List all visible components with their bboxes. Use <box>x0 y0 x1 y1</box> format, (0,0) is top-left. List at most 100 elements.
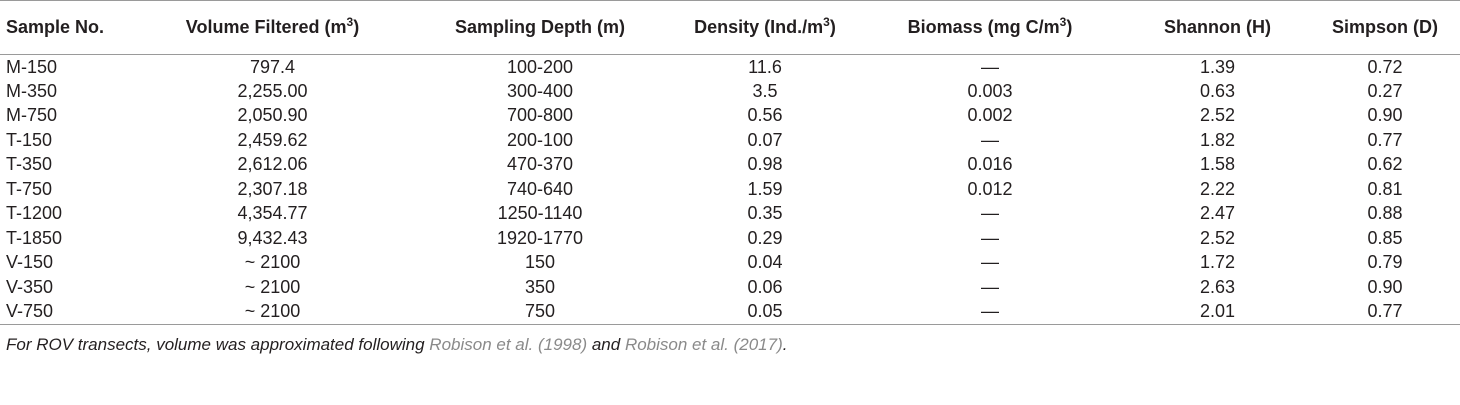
cell-simpson: 0.88 <box>1367 203 1403 224</box>
cell-density: 3.5 <box>752 80 778 101</box>
data-table: Sample No. Volume Filtered (m3) Sampling… <box>0 0 1460 325</box>
table-header-row: Sample No. Volume Filtered (m3) Sampling… <box>0 0 1460 55</box>
cell-shannon: 2.52 <box>1199 105 1236 126</box>
cell-sampling-depth: 1920-1770 <box>496 227 584 248</box>
cell-density: 0.98 <box>747 154 783 175</box>
cell-density: 1.59 <box>747 178 783 199</box>
cell-sampling-depth: 750 <box>405 299 675 325</box>
cell-shannon: 0.63 <box>1199 80 1236 101</box>
data-table-container: Sample No. Volume Filtered (m3) Sampling… <box>0 0 1460 355</box>
cell-sample-no: M-150 <box>6 56 58 77</box>
cell-simpson: 0.79 <box>1367 252 1403 273</box>
cell-sampling-depth: 350 <box>524 276 556 297</box>
cell-sample-no: T-1200 <box>6 203 63 224</box>
cell-volume-filtered: ~ 2100 <box>140 299 405 325</box>
header-simpson: Simpson (D) <box>1310 0 1460 55</box>
cell-sampling-depth: 200-100 <box>506 129 574 150</box>
cell-sample-no: V-350 <box>6 276 54 297</box>
cell-biomass: 0.016 <box>967 154 1013 175</box>
cell-density: 0.29 <box>747 227 783 248</box>
cell-density: 0.56 <box>747 105 783 126</box>
cell-volume-filtered: 797.4 <box>249 56 296 77</box>
footnote-text: and <box>587 334 625 354</box>
cell-simpson: 0.72 <box>1367 56 1403 77</box>
cell-simpson: 0.90 <box>1367 105 1403 126</box>
cell-simpson: 0.81 <box>1367 178 1403 199</box>
table-row: V-150 ~ 2100 150 0.04 — 1.72 0.79 <box>0 251 1460 276</box>
cell-biomass: — <box>981 276 999 297</box>
header-shannon: Shannon (H) <box>1125 0 1310 55</box>
footnote-text: For ROV transects, volume was approximat… <box>6 334 430 354</box>
cell-volume-filtered: 2,050.90 <box>237 105 308 126</box>
cell-volume-filtered: 4,354.77 <box>237 203 308 224</box>
cell-sampling-depth: 300-400 <box>506 80 574 101</box>
cell-density: 0.35 <box>747 203 783 224</box>
cell-density: 0.06 <box>747 276 783 297</box>
cell-biomass: — <box>855 299 1125 325</box>
reference-link-robison-2017[interactable]: Robison et al. (2017) <box>624 334 783 354</box>
cell-sample-no: M-750 <box>6 105 58 126</box>
cell-biomass: — <box>981 56 999 77</box>
table-row: V-350 ~ 2100 350 0.06 — 2.63 0.90 <box>0 275 1460 300</box>
cell-biomass: — <box>981 129 999 150</box>
table-row: T-150 2,459.62 200-100 0.07 — 1.82 0.77 <box>0 128 1460 153</box>
cell-sampling-depth: 700-800 <box>506 105 574 126</box>
cell-simpson: 0.77 <box>1310 299 1460 325</box>
header-density: Density (Ind./m3) <box>675 0 855 55</box>
cell-sample-no: T-150 <box>6 129 53 150</box>
cell-volume-filtered: 2,307.18 <box>237 178 308 199</box>
table-row: T-750 2,307.18 740-640 1.59 0.012 2.22 0.81 <box>0 177 1460 202</box>
cell-shannon: 2.22 <box>1199 178 1236 199</box>
cell-volume-filtered: 2,459.62 <box>237 129 308 150</box>
cell-volume-filtered: 2,612.06 <box>237 154 308 175</box>
table-row: M-350 2,255.00 300-400 3.5 0.003 0.63 0.27 <box>0 79 1460 104</box>
cell-sampling-depth: 1250-1140 <box>497 203 583 224</box>
cell-biomass: — <box>981 227 999 248</box>
cell-shannon: 2.52 <box>1199 227 1236 248</box>
cell-shannon: 1.39 <box>1199 56 1236 77</box>
cell-biomass: 0.012 <box>967 178 1013 199</box>
cell-shannon: 1.72 <box>1199 252 1236 273</box>
cell-biomass: 0.002 <box>967 105 1013 126</box>
cell-sample-no: V-750 <box>0 299 140 325</box>
header-sampling-depth: Sampling Depth (m) <box>405 0 675 55</box>
cell-sampling-depth: 740-640 <box>506 178 574 199</box>
cell-shannon: 2.01 <box>1125 299 1310 325</box>
cell-shannon: 1.58 <box>1199 154 1236 175</box>
cell-volume-filtered: ~ 2100 <box>244 252 301 273</box>
cell-sampling-depth: 100-200 <box>506 56 574 77</box>
cell-sample-no: T-350 <box>6 154 53 175</box>
table-row: M-750 2,050.90 700-800 0.56 0.002 2.52 0.90 <box>0 104 1460 129</box>
table-body: M-150 797.4 100-200 11.6 — 1.39 0.72 M-350 2,255… <box>0 55 1460 325</box>
cell-sampling-depth: 150 <box>524 252 556 273</box>
cell-sampling-depth: 470-370 <box>506 154 574 175</box>
cell-density: 11.6 <box>748 56 782 77</box>
cell-simpson: 0.62 <box>1367 154 1403 175</box>
cell-sample-no: T-750 <box>6 178 53 199</box>
cell-volume-filtered: 9,432.43 <box>237 227 308 248</box>
table-row: T-1850 9,432.43 1920-1770 0.29 — 2.52 0.85 <box>0 226 1460 251</box>
cell-density: 0.05 <box>675 299 855 325</box>
table-row: V-750 ~ 2100 750 0.05—2.01 0.77 <box>0 299 1460 325</box>
cell-simpson: 0.85 <box>1367 227 1403 248</box>
cell-sample-no: M-350 <box>6 80 58 101</box>
cell-biomass: 0.003 <box>967 80 1013 101</box>
cell-volume-filtered: 2,255.00 <box>237 80 308 101</box>
reference-link-robison-1998[interactable]: Robison et al. (1998) <box>429 334 588 354</box>
cell-biomass: — <box>981 203 999 224</box>
cell-sample-no: V-150 <box>6 252 54 273</box>
table-row: T-350 2,612.06 470-370 0.98 0.016 1.58 0.62 <box>0 153 1460 178</box>
cell-simpson: 0.90 <box>1367 276 1403 297</box>
cell-simpson: 0.27 <box>1367 80 1403 101</box>
cell-shannon: 2.63 <box>1199 276 1236 297</box>
cell-density: 0.07 <box>747 129 783 150</box>
cell-sample-no: T-1850 <box>6 227 63 248</box>
table-footnote: For ROV transects, volume was approximat… <box>0 335 1460 355</box>
cell-biomass: — <box>981 252 999 273</box>
cell-shannon: 1.82 <box>1199 129 1236 150</box>
header-biomass: Biomass (mg C/m3) <box>855 0 1125 55</box>
cell-density: 0.04 <box>747 252 783 273</box>
header-volume-filtered: Volume Filtered (m3) <box>140 0 405 55</box>
footnote-text: . <box>782 334 788 354</box>
table-row: T-1200 4,354.77 1250-1140 0.35 — 2.47 0.88 <box>0 202 1460 227</box>
